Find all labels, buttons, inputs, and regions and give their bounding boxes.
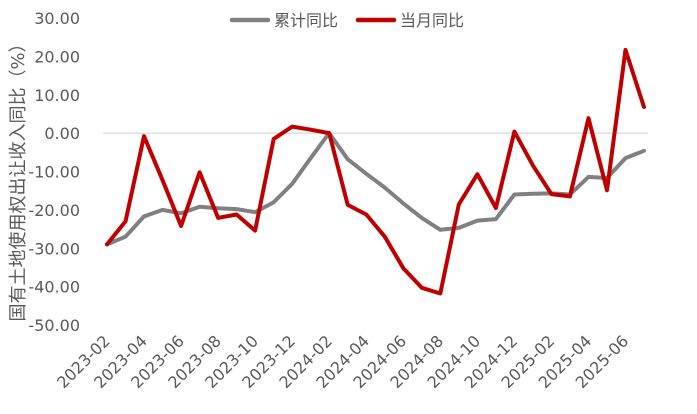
- series-line-monthly: [105, 47, 646, 296]
- data-point: [457, 203, 461, 206]
- data-point: [272, 137, 275, 141]
- legend-item: 累计同比: [229, 11, 338, 30]
- y-tick-label: 20.00: [34, 47, 80, 66]
- data-point: [383, 186, 386, 189]
- y-axis-title: 国有土地使用权出让收入同比（%）: [8, 34, 29, 321]
- data-point: [216, 207, 220, 210]
- legend-label: 累计同比: [274, 11, 338, 30]
- data-point: [420, 286, 424, 289]
- data-point: [198, 171, 201, 174]
- data-point: [402, 202, 405, 205]
- data-point: [513, 130, 516, 133]
- y-tick-label: -20.00: [28, 201, 80, 220]
- data-point: [179, 224, 183, 228]
- data-point: [346, 158, 349, 161]
- data-point: [568, 195, 572, 198]
- data-point: [550, 192, 553, 196]
- y-tick-label: 10.00: [34, 86, 80, 105]
- y-tick-label: -30.00: [28, 239, 80, 258]
- data-point: [476, 172, 479, 176]
- legend-item: 当月同比: [355, 11, 464, 30]
- data-point: [402, 267, 405, 270]
- data-point: [216, 216, 220, 220]
- data-point: [290, 125, 294, 128]
- y-axis-tick-labels: 30.00 20.00 10.00 0.00 -10.00 -20.00 -30.00 -40…: [28, 9, 80, 335]
- data-point: [272, 201, 275, 204]
- data-point: [290, 182, 294, 185]
- data-point: [642, 149, 646, 152]
- data-point: [346, 203, 349, 207]
- series-lines: [105, 47, 646, 296]
- data-point: [587, 116, 590, 120]
- data-point: [161, 208, 164, 212]
- data-point: [179, 212, 183, 215]
- data-point: [198, 205, 201, 209]
- data-point: [124, 220, 127, 223]
- legend: 累计同比 当月同比: [229, 11, 464, 30]
- data-point: [494, 217, 498, 221]
- data-point: [142, 134, 146, 138]
- y-tick-label: 30.00: [34, 9, 80, 28]
- data-point: [439, 292, 442, 295]
- data-point: [531, 192, 535, 195]
- data-point: [624, 48, 627, 52]
- y-tick-label: 0.00: [44, 124, 80, 143]
- data-point: [235, 207, 238, 211]
- data-point: [365, 213, 368, 216]
- data-point: [439, 228, 442, 232]
- data-point: [383, 235, 386, 238]
- data-point: [513, 193, 516, 196]
- data-point: [457, 226, 461, 230]
- data-point: [624, 156, 627, 160]
- legend-label: 当月同比: [400, 11, 464, 30]
- data-point: [253, 229, 257, 232]
- data-point: [531, 164, 535, 167]
- y-tick-label: -10.00: [28, 163, 80, 182]
- data-point: [142, 215, 146, 218]
- y-tick-label: -50.00: [28, 316, 80, 335]
- data-point: [309, 156, 312, 160]
- data-point: [328, 131, 331, 135]
- data-point: [494, 206, 498, 210]
- data-point: [642, 105, 646, 109]
- data-point: [587, 175, 590, 179]
- data-point: [365, 172, 368, 176]
- data-point: [161, 179, 164, 182]
- data-point: [476, 219, 479, 222]
- data-point: [124, 235, 127, 238]
- data-point: [605, 189, 609, 192]
- data-point: [253, 210, 257, 214]
- y-tick-label: -40.00: [28, 278, 80, 297]
- x-axis-tick-labels: 2023-022023-042023-062023-082023-102023-…: [53, 331, 632, 392]
- data-point: [105, 243, 109, 246]
- data-point: [420, 216, 424, 220]
- data-point: [235, 213, 238, 216]
- data-point: [309, 128, 312, 131]
